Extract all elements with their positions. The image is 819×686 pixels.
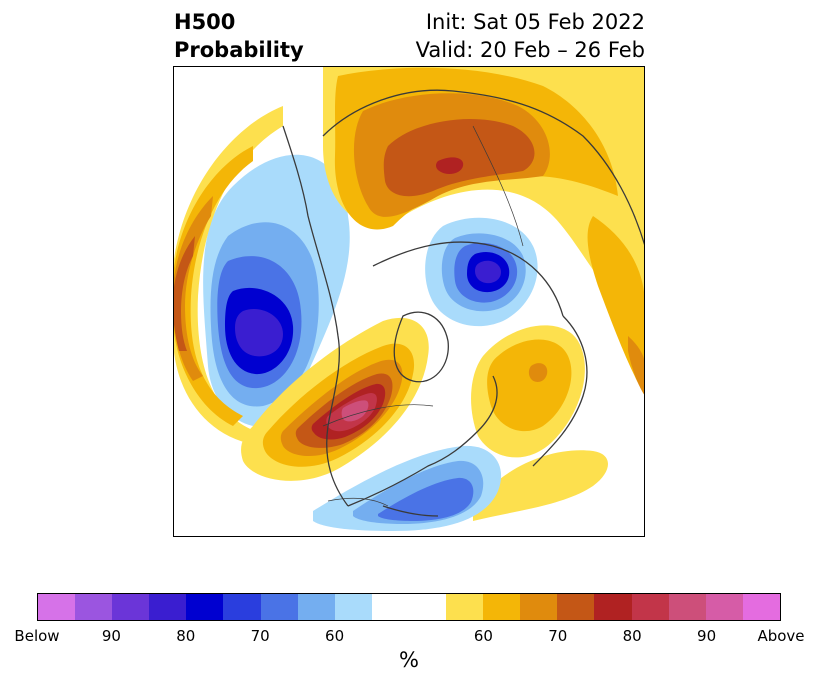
colorbar-segment-7 [297,594,335,620]
north-america-above-normal-region [241,317,429,481]
title-left: H500 Probability [174,8,304,64]
border-us-canada [322,404,434,427]
colorbar-segment-12 [483,594,521,620]
colorbar-segment-8 [334,594,372,620]
colorbar-tick-label: 60 [325,627,345,645]
contour-east-orange [628,336,645,396]
colorbar-segment-18 [705,594,743,620]
contour-us-blue [378,477,474,521]
contour-rim-gold [173,146,253,426]
coastline-eurasia [322,89,645,247]
siberia-below-normal-region [425,217,538,327]
valid-range: Valid: 20 Feb – 26 Feb [415,38,645,62]
east-edge-above-normal [587,216,645,396]
eurasia-above-normal-region [323,66,645,316]
coastlines [282,89,645,517]
colorbar-tick-label: 80 [622,627,642,645]
border-us-mexico [327,497,389,507]
country-borders [322,125,524,507]
pacific-below-normal-region [203,154,350,427]
coastline-greenland [393,311,449,383]
border-europe-asia [472,125,524,247]
colorbar-segment-9 [371,594,409,620]
contour-southeast-yellow [473,450,608,521]
colorbar-unit-label: % [399,648,419,672]
colorbar-segment-10 [408,594,447,620]
colorbar-tick-label: 60 [473,627,493,645]
colorbar-tick-label: 90 [101,627,121,645]
contour-rust [383,118,535,197]
coastline-north-america-west [282,125,349,507]
contour-sib-core [475,260,501,284]
colorbar-segment-4 [186,594,224,620]
colorbar-segment-2 [112,594,150,620]
coastline-europe [532,315,588,467]
colorbar-segment-6 [260,594,298,620]
contour-rim-rust [173,236,195,351]
coastline-gulf [382,505,439,517]
colorbar-tick-label: 80 [176,627,196,645]
colorbar-segment-19 [742,594,780,620]
contour-rim-yellow [173,106,283,447]
colorbar-segment-3 [149,594,187,620]
probability-map [173,66,645,537]
colorbar-segment-14 [557,594,595,620]
init-date: Init: Sat 05 Feb 2022 [425,10,645,34]
colorbar-segment-15 [594,594,632,620]
contour-atl-gold [487,339,572,432]
title-right: Init: Sat 05 Feb 2022 Valid: 20 Feb – 26… [416,8,645,64]
colorbar-tick-label: 70 [250,627,270,645]
contour-rim-orange [173,196,213,381]
atlantic-above-normal-region [471,325,585,458]
contour-red [436,157,464,174]
colorbar-tick-label: 70 [548,627,568,645]
colorbar-segment-11 [446,594,484,620]
colorbar-segment-13 [520,594,558,620]
colorbar [37,593,781,621]
coastline-north-america-east [347,375,498,507]
map-frame [173,66,645,537]
eastern-us-below-normal-region [313,445,502,531]
colorbar-segment-16 [631,594,669,620]
colorbar-tick-label: Below [14,627,60,645]
colorbar-segment-1 [75,594,113,620]
colorbar-segment-5 [223,594,261,620]
colorbar-tick-label: Above [757,627,805,645]
contour-purple-core [235,308,283,357]
title-variable: H500 [174,10,236,34]
colorbar-tick-label: 90 [697,627,717,645]
west-rim-above-normal [173,106,283,447]
coastline-arctic-ocean [372,241,564,317]
colorbar-segment-0 [38,594,76,620]
title-metric: Probability [174,38,304,62]
colorbar-segment-17 [668,594,706,620]
contour-atl-orange [528,363,548,382]
